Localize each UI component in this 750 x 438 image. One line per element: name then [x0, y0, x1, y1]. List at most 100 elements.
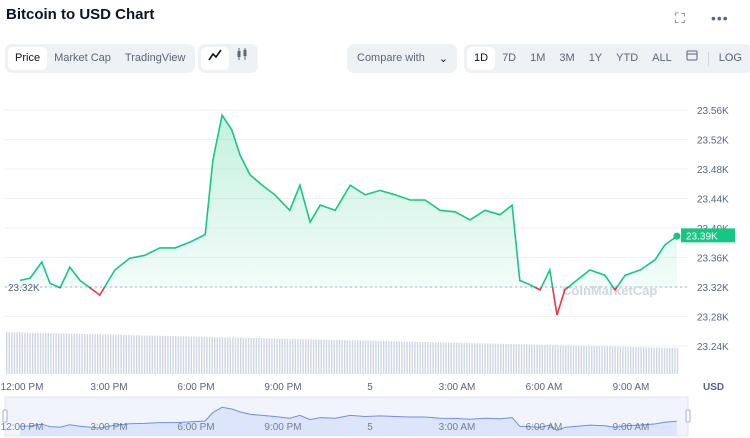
volume-bar — [310, 339, 312, 374]
volume-bar — [292, 338, 294, 374]
line-chart-icon — [208, 49, 222, 61]
navigator-tick-label: 5 — [367, 422, 373, 433]
volume-bar — [185, 336, 187, 374]
volume-bar — [26, 332, 29, 374]
volume-bar — [273, 338, 276, 374]
chart-type-toggle — [198, 44, 258, 73]
volume-bar — [630, 346, 632, 374]
more-horizontal-icon[interactable]: ••• — [711, 10, 729, 26]
volume-bar — [549, 344, 551, 374]
range-3m[interactable]: 3M — [559, 52, 575, 64]
compare-dropdown[interactable]: Compare with ⌄ — [347, 44, 457, 73]
volume-bar — [156, 335, 159, 374]
volume-bar — [546, 344, 549, 374]
log-toggle[interactable]: LOG — [718, 52, 742, 64]
page-title: Bitcoin to USD Chart — [6, 6, 155, 23]
volume-bar — [442, 342, 445, 374]
volume-bar — [47, 333, 49, 374]
volume-bar — [328, 339, 330, 374]
volume-bar — [468, 343, 471, 374]
volume-bar — [562, 345, 564, 374]
volume-bar — [344, 340, 346, 374]
volume-bar — [180, 336, 182, 374]
volume-bar — [583, 345, 585, 374]
volume-bar — [648, 347, 650, 374]
calendar-icon — [686, 50, 698, 61]
volume-bar — [24, 332, 26, 374]
volume-bar — [453, 342, 455, 374]
tab-market-cap[interactable]: Market Cap — [54, 52, 111, 64]
volume-bar — [370, 340, 372, 374]
candlestick-button[interactable] — [229, 47, 255, 70]
volume-bar — [422, 341, 424, 374]
volume-bar — [55, 333, 57, 374]
volume-bar — [411, 341, 413, 374]
volume-bar — [640, 347, 642, 374]
volume-bar — [227, 337, 229, 374]
volume-bar — [351, 340, 354, 374]
volume-bar — [463, 342, 465, 374]
volume-bar — [159, 335, 161, 374]
volume-bar — [557, 345, 559, 374]
volume-bar — [565, 345, 567, 374]
volume-bar — [175, 336, 177, 374]
navigator-left-handle[interactable] — [2, 409, 8, 423]
volume-bar — [65, 333, 68, 374]
volume-bar — [102, 334, 104, 374]
volume-bar — [624, 346, 627, 374]
volume-bar — [198, 336, 200, 374]
range-1d[interactable]: 1D — [467, 47, 496, 70]
range-1m[interactable]: 1M — [530, 52, 546, 64]
range-ytd[interactable]: YTD — [616, 52, 639, 64]
volume-bar — [117, 334, 120, 374]
volume-bar — [476, 343, 478, 374]
range-7d[interactable]: 7D — [502, 52, 517, 64]
compare-label: Compare with — [357, 52, 425, 64]
volume-bar — [575, 345, 577, 374]
volume-bar — [604, 346, 606, 374]
volume-bar — [289, 338, 291, 374]
volume-bar — [34, 332, 36, 374]
volume-bar — [182, 336, 185, 374]
volume-bar — [536, 344, 538, 374]
volume-bar — [388, 341, 390, 374]
volume-bar — [380, 340, 382, 374]
volume-bar — [450, 342, 452, 374]
volume-bar — [104, 334, 107, 374]
volume-bar — [479, 343, 481, 374]
volume-bar — [219, 337, 221, 374]
volume-bar — [214, 337, 216, 374]
range-all[interactable]: ALL — [652, 52, 672, 64]
volume-bar — [416, 341, 419, 374]
y-tick-label: 23.28K — [697, 313, 729, 324]
volume-bar — [396, 341, 398, 374]
navigator-right-handle[interactable] — [685, 409, 691, 423]
volume-bar — [154, 335, 156, 374]
x-tick-label: 3:00 PM — [90, 382, 127, 393]
volume-bar — [580, 345, 582, 374]
volume-bar — [552, 345, 554, 374]
volume-bar — [169, 336, 172, 374]
view-tabs: Price Market Cap TradingView — [5, 44, 196, 73]
y-tick-label: 23.52K — [697, 136, 729, 147]
volume-bar — [458, 342, 460, 374]
calendar-button[interactable] — [679, 47, 705, 70]
line-chart-button[interactable] — [201, 47, 229, 70]
volume-bar — [110, 334, 112, 374]
current-price-badge — [681, 228, 735, 243]
volume-bar — [364, 340, 367, 374]
expand-icon[interactable]: ⛶ — [675, 10, 685, 26]
volume-bar — [94, 334, 96, 374]
volume-bar — [419, 341, 421, 374]
range-1y[interactable]: 1Y — [588, 52, 603, 64]
range-navigator[interactable]: 12:00 PM 3:00 PM 6:00 PM 9:00 PM 5 3:00 AM 6:0… — [1, 396, 691, 437]
volume-bar — [130, 335, 133, 374]
volume-bar — [203, 336, 205, 374]
volume-bar — [58, 333, 60, 374]
volume-bar — [253, 337, 255, 374]
volume-bar — [596, 346, 598, 374]
volume-bar — [448, 342, 450, 374]
tab-tradingview[interactable]: TradingView — [124, 52, 186, 64]
tab-price[interactable]: Price — [8, 47, 48, 70]
